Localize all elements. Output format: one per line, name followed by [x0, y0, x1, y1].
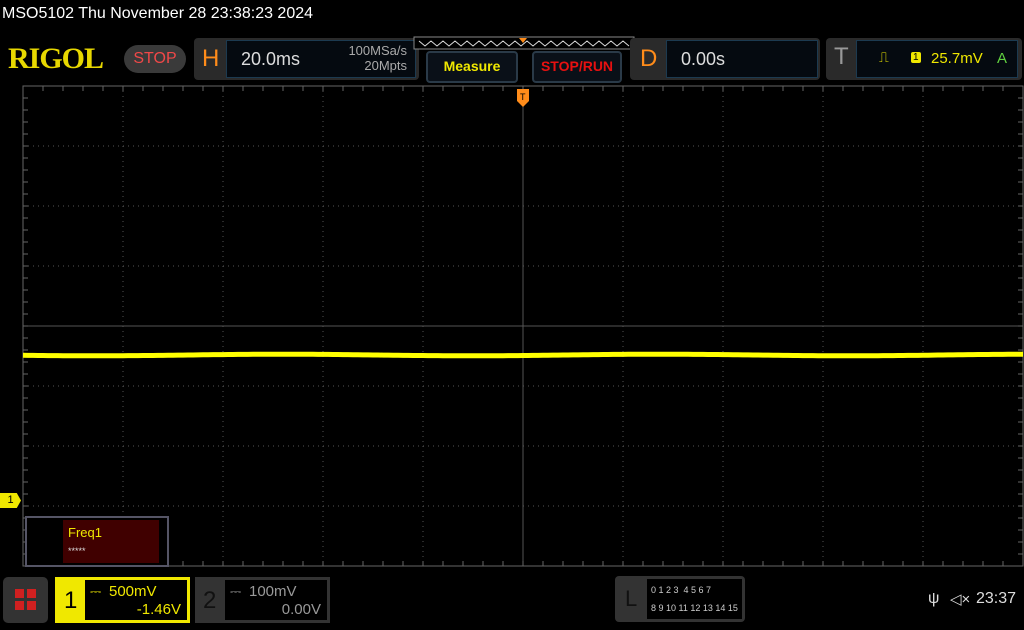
measurement-name: Freq1: [68, 525, 102, 540]
horizontal-label: H: [202, 45, 220, 72]
channel2-scale: 100mV: [249, 583, 297, 600]
speaker-muted-icon[interactable]: ◁×: [950, 591, 971, 608]
dc-coupling-icon: ⎓: [230, 583, 242, 599]
measurement-value: *****: [68, 546, 86, 556]
sample-rate: 100MSa/s: [348, 43, 407, 58]
trigger-level: 25.7mV: [931, 50, 983, 67]
timebase: 20.0ms: [241, 49, 301, 69]
logic-panel[interactable]: L 0 1 2 3 4 5 6 7 8 9 10 11 12 13 14 15: [615, 576, 745, 622]
trigger-panel[interactable]: T ⎍ 1 25.7mV A: [826, 38, 1022, 80]
logic-channels-row2: 8 9 10 11 12 13 14 15: [651, 603, 738, 613]
measurement-panel[interactable]: Freq1 *****: [25, 516, 169, 567]
rising-edge-icon: ⎍: [879, 49, 889, 65]
channel2-offset: 0.00V: [281, 601, 321, 618]
main-menu-button[interactable]: [3, 577, 48, 623]
rigol-logo: RIGOL: [8, 42, 104, 75]
trigger-label: T: [834, 43, 849, 70]
trigger-source: 1: [911, 52, 921, 63]
trigger-mode: A: [997, 50, 1008, 67]
channel2-panel[interactable]: 2 ⎓ 100mV 0.00V: [195, 577, 330, 623]
measure-button[interactable]: Measure: [426, 51, 518, 83]
channel1-offset: -1.46V: [136, 601, 181, 618]
usb-icon: ψ: [928, 590, 940, 607]
window-title: MSO5102 Thu November 28 23:38:23 2024: [2, 5, 314, 22]
dc-coupling-icon: ⎓: [90, 583, 102, 599]
channel1-offset-marker[interactable]: 1: [0, 493, 21, 508]
run-state-badge: STOP: [124, 45, 186, 73]
memory-position-bar: [413, 36, 635, 50]
channel1-scale: 500mV: [109, 583, 157, 600]
trigger-time-marker[interactable]: T: [517, 89, 529, 109]
svg-text:T: T: [520, 92, 526, 102]
horizontal-panel[interactable]: H 20.0ms 100MSa/s 20Mpts: [194, 38, 419, 80]
channel1-panel[interactable]: 1 ⎓ 500mV -1.46V: [55, 577, 190, 623]
channel1-trace: [22, 351, 1024, 359]
delay-value: 0.00s: [681, 49, 726, 69]
logic-label: L: [625, 586, 638, 611]
clock: 23:37: [976, 590, 1017, 607]
delay-panel[interactable]: D 0.00s: [630, 38, 820, 80]
logic-channels-row1: 0 1 2 3 4 5 6 7: [651, 585, 712, 595]
memory-depth: 20Mpts: [364, 58, 407, 73]
channel1-number: 1: [64, 587, 78, 614]
trigger-position-marker: [519, 38, 527, 43]
channel2-number: 2: [203, 587, 217, 614]
stop-run-button[interactable]: STOP/RUN: [532, 51, 622, 83]
delay-label: D: [640, 45, 658, 72]
